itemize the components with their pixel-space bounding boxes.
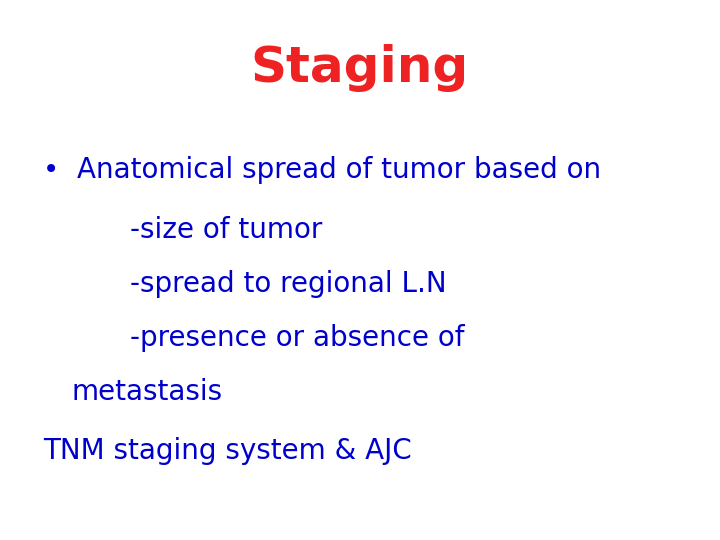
Text: Staging: Staging <box>251 44 469 91</box>
Text: metastasis: metastasis <box>72 377 223 406</box>
Text: TNM staging system & AJC: TNM staging system & AJC <box>43 437 412 465</box>
Text: -size of tumor: -size of tumor <box>130 215 322 244</box>
Text: -spread to regional L.N: -spread to regional L.N <box>130 269 446 298</box>
Text: •  Anatomical spread of tumor based on: • Anatomical spread of tumor based on <box>43 156 601 184</box>
Text: -presence or absence of: -presence or absence of <box>130 323 464 352</box>
